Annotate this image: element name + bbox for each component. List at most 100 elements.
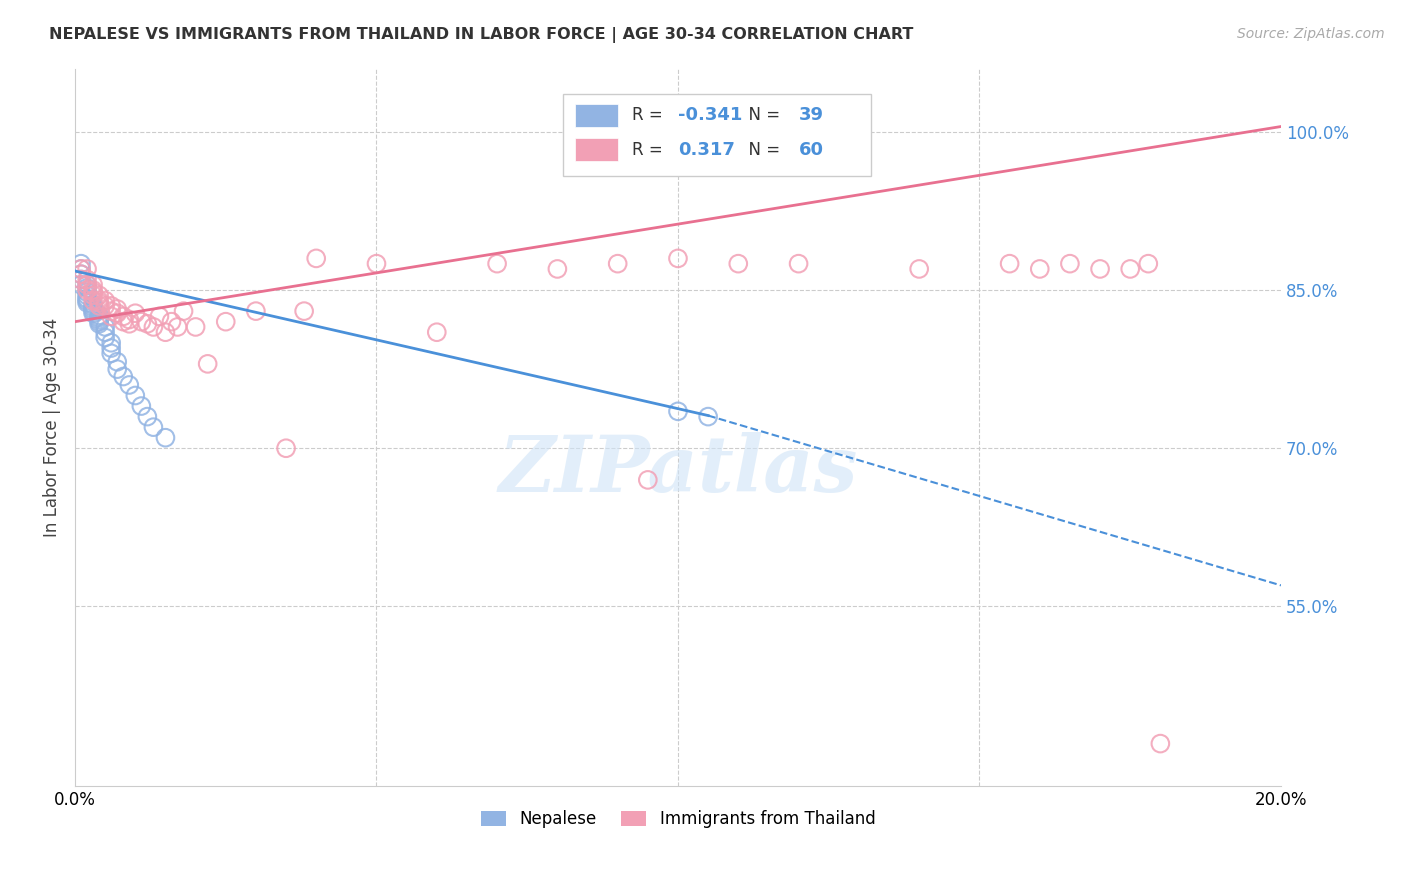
Point <box>142 420 165 434</box>
Point <box>118 312 141 326</box>
Point <box>70 272 93 286</box>
Point <box>89 288 111 302</box>
Point <box>89 309 111 323</box>
Point <box>1029 261 1052 276</box>
Point <box>82 304 104 318</box>
Point <box>1137 257 1160 271</box>
Point <box>112 310 135 324</box>
Point <box>76 261 98 276</box>
Point <box>131 315 153 329</box>
Point <box>1088 261 1111 276</box>
Text: N =: N = <box>738 106 786 124</box>
Point <box>366 257 388 271</box>
Point <box>166 320 188 334</box>
Text: 0.317: 0.317 <box>678 141 735 159</box>
Point <box>89 299 111 313</box>
Point <box>274 442 297 456</box>
Point <box>82 285 104 300</box>
Point <box>76 292 98 306</box>
Point <box>305 252 328 266</box>
Point <box>112 315 135 329</box>
Point <box>100 341 122 355</box>
Point <box>100 304 122 318</box>
Point <box>100 335 122 350</box>
Point <box>155 431 177 445</box>
Point <box>76 295 98 310</box>
Text: 60: 60 <box>799 141 824 159</box>
Point <box>100 346 122 360</box>
FancyBboxPatch shape <box>575 103 617 127</box>
Point <box>727 257 749 271</box>
Point <box>173 304 195 318</box>
Point <box>70 261 93 276</box>
Point <box>70 272 93 286</box>
Point <box>70 267 93 281</box>
Point <box>1119 261 1142 276</box>
Point <box>155 325 177 339</box>
Point <box>100 310 122 324</box>
Text: NEPALESE VS IMMIGRANTS FROM THAILAND IN LABOR FORCE | AGE 30-34 CORRELATION CHAR: NEPALESE VS IMMIGRANTS FROM THAILAND IN … <box>49 27 914 43</box>
Point <box>148 310 170 324</box>
Point <box>105 362 128 376</box>
Point <box>136 409 159 424</box>
Point <box>215 315 238 329</box>
Point <box>292 304 315 318</box>
Point <box>76 293 98 308</box>
Point <box>124 388 146 402</box>
Point <box>76 285 98 300</box>
Legend: Nepalese, Immigrants from Thailand: Nepalese, Immigrants from Thailand <box>474 804 882 835</box>
Point <box>82 277 104 292</box>
Point <box>82 283 104 297</box>
FancyBboxPatch shape <box>575 138 617 161</box>
Point <box>112 369 135 384</box>
Text: -0.341: -0.341 <box>678 106 742 124</box>
Text: R =: R = <box>633 106 668 124</box>
Point <box>82 298 104 312</box>
Point <box>70 277 93 292</box>
Point <box>82 288 104 302</box>
Point <box>76 277 98 292</box>
Point <box>70 267 93 281</box>
Point <box>160 315 183 329</box>
Point <box>82 293 104 308</box>
Point <box>70 257 93 271</box>
Point <box>105 355 128 369</box>
Point <box>697 409 720 424</box>
Point <box>76 288 98 302</box>
Point <box>70 261 93 276</box>
Point <box>908 261 931 276</box>
Point <box>89 317 111 331</box>
Point <box>118 317 141 331</box>
Point <box>184 320 207 334</box>
Point <box>666 252 689 266</box>
Point <box>89 315 111 329</box>
Point <box>637 473 659 487</box>
Point <box>197 357 219 371</box>
Point <box>76 283 98 297</box>
Y-axis label: In Labor Force | Age 30-34: In Labor Force | Age 30-34 <box>44 318 60 537</box>
Point <box>105 301 128 316</box>
Point <box>94 330 117 344</box>
Point <box>426 325 449 339</box>
Point <box>76 277 98 292</box>
FancyBboxPatch shape <box>564 94 870 176</box>
Point <box>105 306 128 320</box>
Point <box>131 399 153 413</box>
Point <box>82 300 104 314</box>
Text: N =: N = <box>738 141 786 159</box>
Text: 39: 39 <box>799 106 824 124</box>
Point <box>76 281 98 295</box>
Point <box>82 306 104 320</box>
Point <box>82 301 104 316</box>
Point <box>1149 737 1171 751</box>
Point <box>245 304 267 318</box>
Point <box>136 317 159 331</box>
Point <box>546 261 568 276</box>
Point <box>124 306 146 320</box>
Point <box>787 257 810 271</box>
Text: Source: ZipAtlas.com: Source: ZipAtlas.com <box>1237 27 1385 41</box>
Text: R =: R = <box>633 141 673 159</box>
Point <box>89 310 111 325</box>
Text: ZIPatlas: ZIPatlas <box>498 432 858 508</box>
Point <box>1059 257 1081 271</box>
